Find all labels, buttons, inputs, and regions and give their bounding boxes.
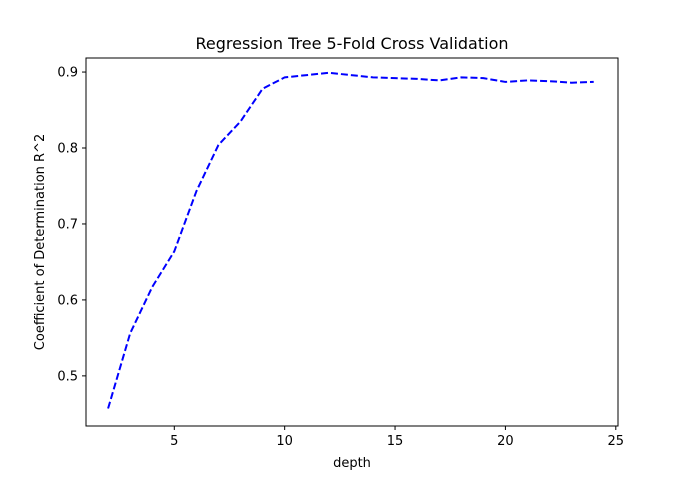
y-tick-label: 0.9	[57, 66, 78, 81]
series-layer	[107, 71, 594, 409]
plot-frame	[85, 57, 619, 427]
x-tick-label: 10	[276, 434, 293, 449]
y-tick-label: 0.6	[57, 293, 78, 308]
y-axis-ticks: 0.5 0.6 0.7 0.8 0.9	[57, 66, 86, 384]
y-tick-label: 0.8	[57, 142, 78, 157]
x-tick-label: 20	[497, 434, 514, 449]
x-axis-label: depth	[333, 456, 371, 471]
chart-title: Regression Tree 5-Fold Cross Validation	[195, 34, 508, 53]
x-axis-ticks: 5 10 15 20 25	[170, 426, 624, 449]
x-tick-label: 5	[170, 434, 178, 449]
y-tick-label: 0.7	[57, 217, 78, 232]
y-tick-label: 0.5	[57, 369, 78, 384]
x-tick-label: 25	[608, 434, 625, 449]
y-axis-label: Coefficient of Determination R^2	[33, 134, 48, 350]
series-line	[107, 71, 594, 409]
x-tick-label: 15	[387, 434, 404, 449]
plot-area	[86, 58, 618, 426]
